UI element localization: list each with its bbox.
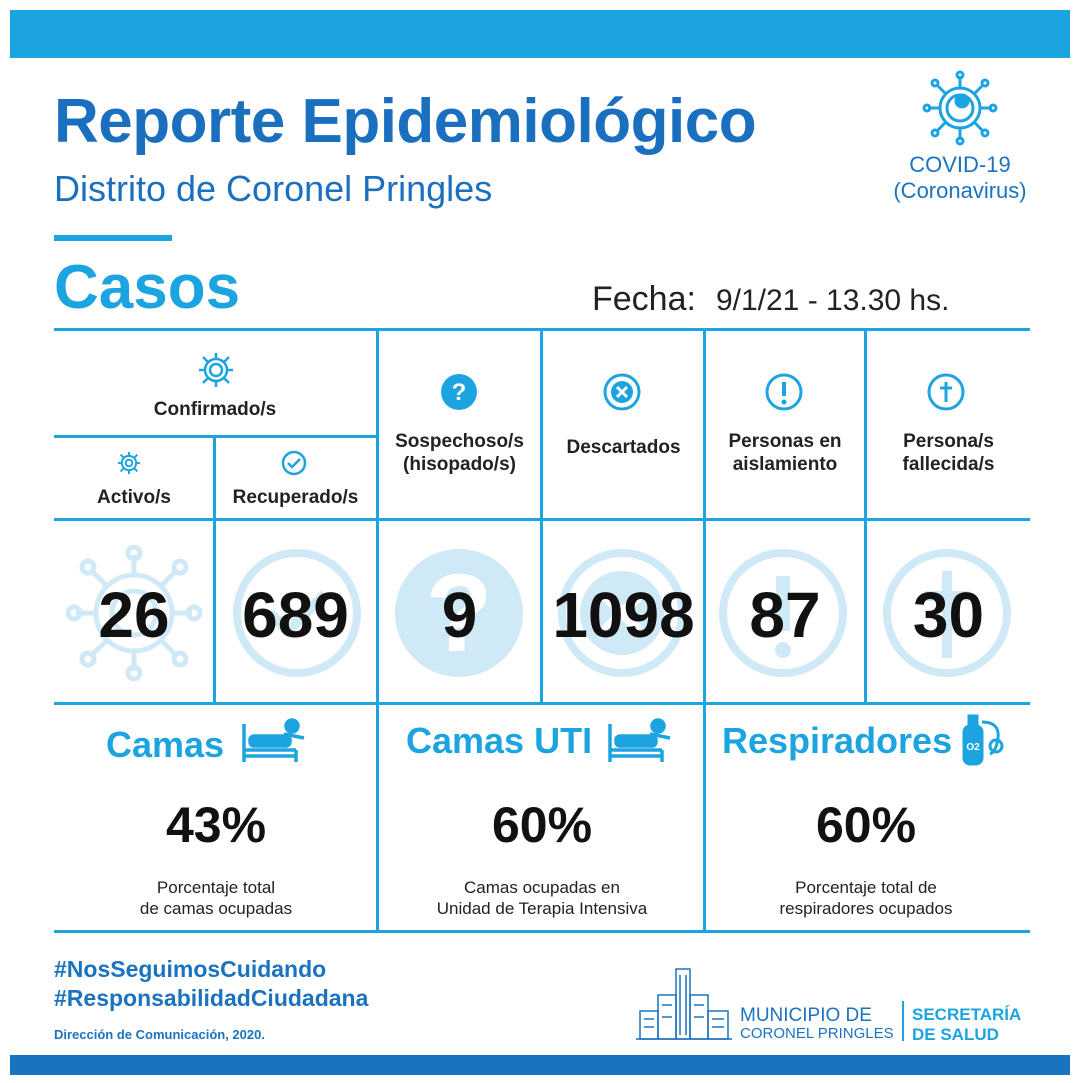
top-banner <box>10 10 1070 58</box>
oxygen-tank-icon: O2 <box>962 714 1004 766</box>
secretary-line1: SECRETARÍA <box>912 1005 1022 1024</box>
camas-uti-description: Camas ocupadas en Unidad de Terapia Inte… <box>436 878 648 918</box>
camas-title: Camas <box>106 724 225 765</box>
col-divider <box>864 328 867 703</box>
col-divider <box>540 328 543 703</box>
col-divider <box>703 328 706 932</box>
col-divider <box>376 328 379 932</box>
exclamation-icon <box>765 373 803 411</box>
covid-label: COVID-19 <box>909 152 1011 177</box>
camas-uti-title: Camas UTI <box>406 720 593 761</box>
credit-line: Dirección de Comunicación, 2020. <box>54 1027 265 1042</box>
virus-icon <box>922 70 998 146</box>
virus-icon <box>117 451 141 475</box>
respiradores-description: Porcentaje total de respiradores ocupado… <box>779 878 953 918</box>
recuperados-value: 689 <box>242 579 349 651</box>
cross-icon <box>883 549 1011 677</box>
sospechosos-value: 9 <box>441 579 478 651</box>
covid-badge: COVID-19 (Coronavirus) <box>870 70 1050 204</box>
municipality-line1: MUNICIPIO DE <box>740 1005 872 1026</box>
coronavirus-label: (Coronavirus) <box>893 178 1027 203</box>
municipality-logo: MUNICIPIO DE CORONEL PRINGLES SECRETARÍA… <box>636 965 1036 1045</box>
footer-rule <box>54 930 1030 933</box>
virus-icon <box>66 545 202 681</box>
secretary-line2: DE SALUD <box>912 1025 999 1044</box>
descartados-label: Descartados <box>566 437 681 458</box>
hashtag: #ResponsabilidadCiudadana <box>54 985 369 1011</box>
recuperados-label: Recuperado/s <box>232 487 359 508</box>
bed-icon <box>242 718 305 762</box>
date-label: Fecha: <box>592 280 696 318</box>
svg-text:?: ? <box>452 379 467 406</box>
check-circle-icon <box>233 549 361 677</box>
table-bottom-rule <box>54 702 1030 705</box>
col-divider <box>213 435 216 703</box>
page-title: Reporte Epidemiológico <box>54 87 757 156</box>
svg-text:?: ? <box>425 552 492 675</box>
activos-label: Activo/s <box>97 487 171 508</box>
respiradores-title: Respiradores <box>722 720 953 761</box>
section-title: Casos <box>54 253 241 322</box>
hashtag: #NosSeguimosCuidando <box>54 956 327 982</box>
svg-text:O2: O2 <box>966 742 980 753</box>
question-icon: ? <box>395 549 523 677</box>
aislamiento-label: Personas en aislamiento <box>728 431 842 475</box>
respiradores-percent: 60% <box>815 797 917 853</box>
exclamation-icon <box>719 549 847 677</box>
logo-separator <box>902 1001 904 1041</box>
page-subtitle: Distrito de Coronel Pringles <box>54 168 493 209</box>
sospechosos-label: Sospechoso/s (hisopado/s) <box>395 431 524 475</box>
virus-icon <box>199 353 233 387</box>
question-icon: ? <box>441 374 477 410</box>
hashtags: #NosSeguimosCuidando #ResponsabilidadCiu… <box>54 955 368 1013</box>
activos-value: 26 <box>98 579 170 651</box>
descartados-value: 1098 <box>552 579 695 651</box>
camas-percent: 43% <box>165 797 267 853</box>
aislamiento-value: 87 <box>749 579 821 651</box>
camas-uti-percent: 60% <box>491 797 593 853</box>
camas-description: Porcentaje total de camas ocupadas <box>139 878 293 918</box>
title-divider <box>54 235 172 241</box>
confirmados-divider <box>54 435 378 438</box>
check-circle-icon <box>281 450 307 476</box>
cross-circle-icon <box>558 549 686 677</box>
cross-icon <box>927 373 965 411</box>
fallecidos-label: Persona/s fallecida/s <box>902 431 995 475</box>
date-line: Fecha: 9/1/21 - 13.30 hs. <box>592 280 949 319</box>
cross-circle-icon <box>603 373 641 411</box>
building-logo-icon <box>636 968 732 1040</box>
fallecidos-value: 30 <box>912 579 985 651</box>
date-value: 9/1/21 - 13.30 hs. <box>715 284 950 317</box>
confirmados-label: Confirmado/s <box>153 399 277 420</box>
municipality-line2: CORONEL PRINGLES <box>740 1025 894 1042</box>
bottom-banner <box>10 1055 1070 1075</box>
bed-icon <box>608 718 671 762</box>
